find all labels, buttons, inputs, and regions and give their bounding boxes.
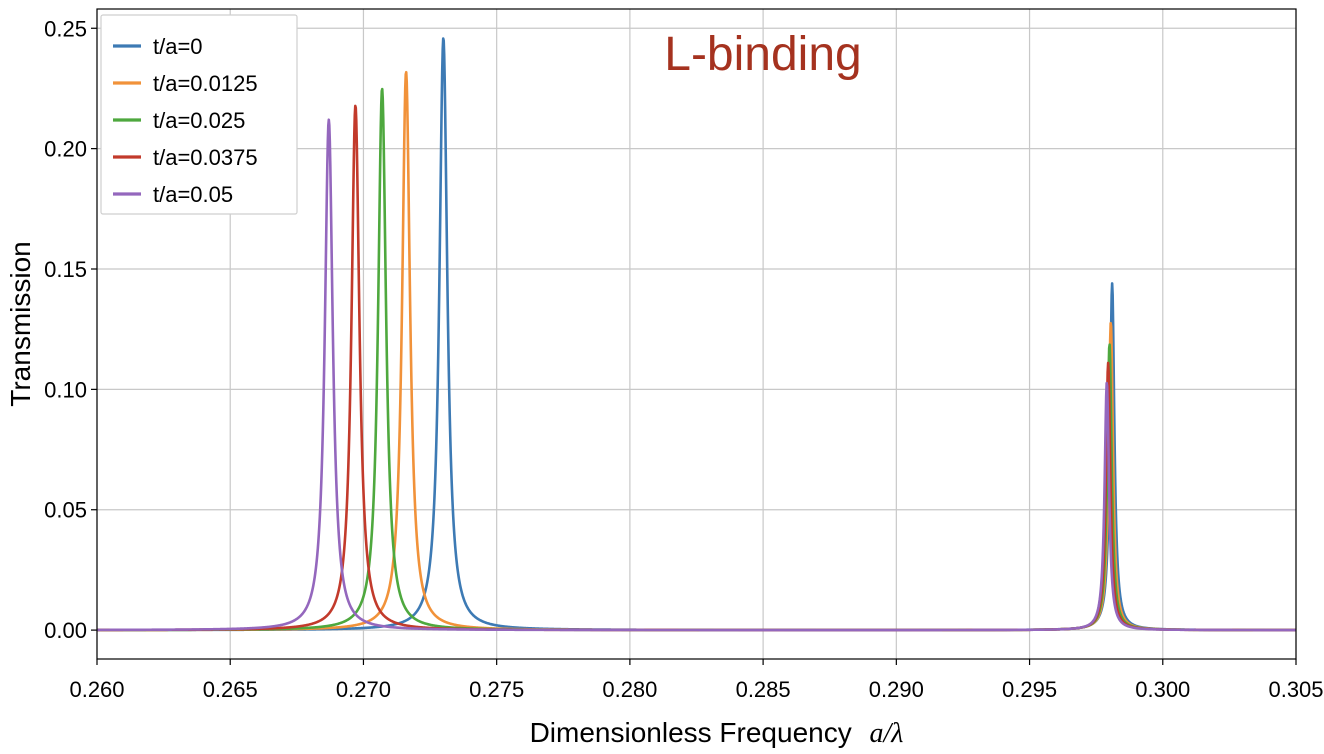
series-line xyxy=(96,118,1297,632)
y-tick-label: 0.25 xyxy=(44,16,87,41)
x-axis-title: Dimensionless Frequency a/λ xyxy=(530,717,904,749)
x-tick-label: 0.280 xyxy=(602,677,657,702)
legend-label: t/a=0.0125 xyxy=(153,71,258,96)
legend-box xyxy=(100,14,298,215)
x-tick-label: 0.265 xyxy=(203,677,258,702)
x-tick-label: 0.290 xyxy=(869,677,924,702)
plot-frame xyxy=(96,8,1297,660)
x-axis-title-text: Dimensionless Frequency xyxy=(530,717,852,748)
y-tick-label: 0.15 xyxy=(44,257,87,282)
x-tick-label: 0.275 xyxy=(469,677,524,702)
x-axis-title-math: a/λ xyxy=(870,718,904,749)
x-tick-label: 0.295 xyxy=(1002,677,1057,702)
y-tick-label: 0.20 xyxy=(44,137,87,162)
legend-label: t/a=0.05 xyxy=(153,182,233,207)
legend-label: t/a=0 xyxy=(153,34,203,59)
y-axis-ticks: 0.00 0.05 0.10 0.15 0.20 0.25 xyxy=(44,16,97,643)
x-tick-label: 0.300 xyxy=(1135,677,1190,702)
legend-label: t/a=0.0375 xyxy=(153,145,258,170)
legend: t/a=0 t/a=0.0125 t/a=0.025 t/a=0.0375 t/a=0.… xyxy=(100,14,298,215)
y-tick-label: 0.10 xyxy=(44,377,87,402)
y-tick-label: 0.00 xyxy=(44,618,87,643)
chart-annotation: L-binding xyxy=(664,28,861,81)
x-tick-label: 0.285 xyxy=(736,677,791,702)
series-lines xyxy=(96,37,1297,632)
y-axis-title: Transmission xyxy=(5,241,36,406)
x-tick-label: 0.260 xyxy=(69,677,124,702)
x-tick-label: 0.305 xyxy=(1268,677,1323,702)
legend-label: t/a=0.025 xyxy=(153,108,245,133)
x-tick-label: 0.270 xyxy=(336,677,391,702)
y-tick-label: 0.05 xyxy=(44,498,87,523)
x-axis-ticks: 0.260 0.265 0.270 0.275 0.280 0.285 0.290 0.295… xyxy=(69,659,1324,702)
